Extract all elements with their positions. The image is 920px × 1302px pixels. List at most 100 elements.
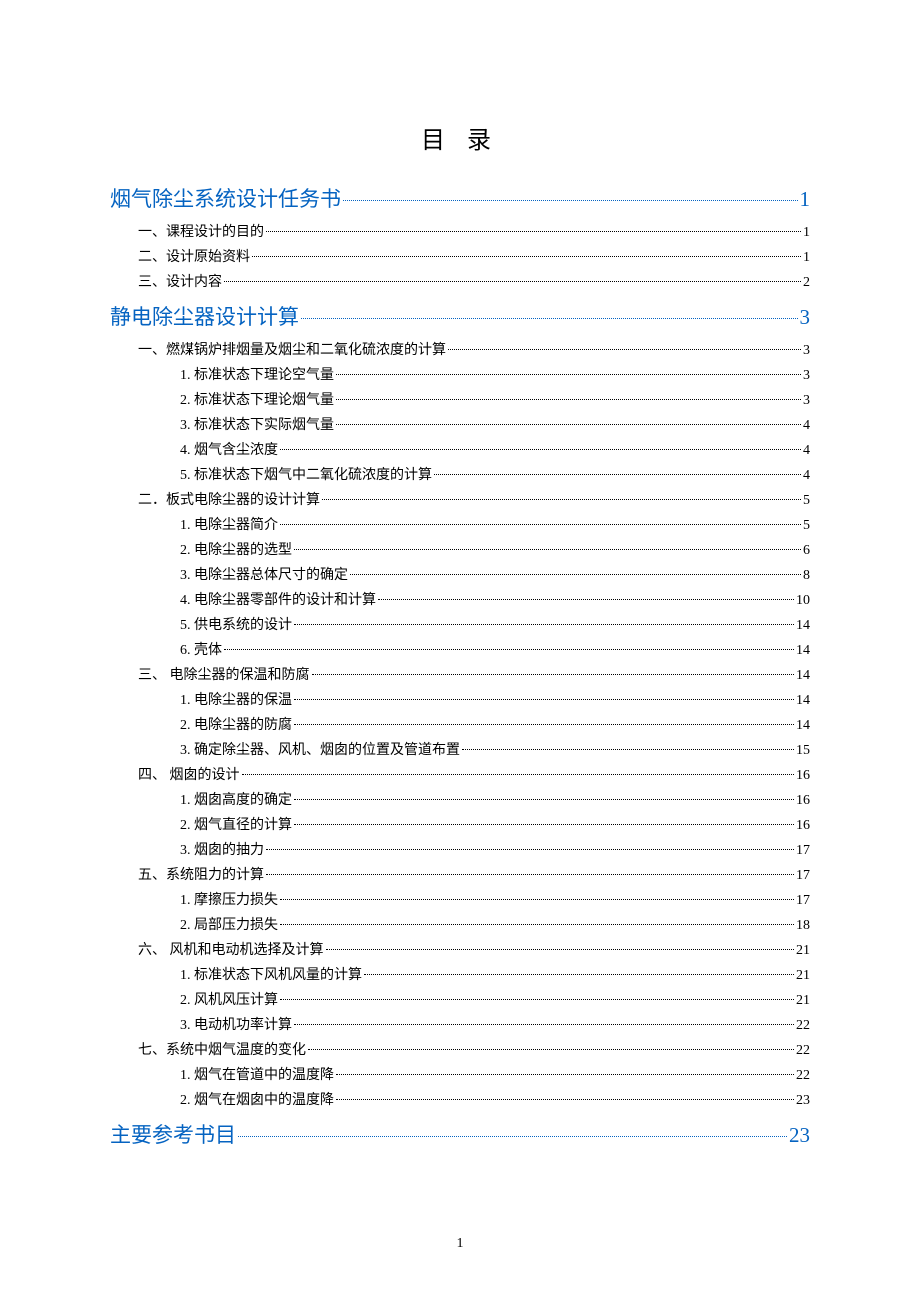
- toc-entry-page: 1: [803, 250, 810, 266]
- toc-entry-level-3[interactable]: 2. 电除尘器的防腐14: [110, 714, 810, 734]
- toc-entry-label: 3. 电除尘器总体尺寸的确定: [180, 564, 348, 584]
- toc-entry-level-3[interactable]: 2. 电除尘器的选型 6: [110, 539, 810, 559]
- toc-entry-leader: [336, 374, 801, 375]
- toc-entry-label: 3. 确定除尘器、风机、烟囱的位置及管道布置: [180, 739, 460, 759]
- toc-entry-level-3[interactable]: 1. 摩擦压力损失17: [110, 889, 810, 909]
- toc-entry-page: 17: [796, 868, 810, 884]
- toc-entry-level-1[interactable]: 静电除尘器设计计算3: [110, 301, 810, 331]
- toc-entry-leader: [266, 849, 794, 850]
- toc-entry-page: 14: [796, 643, 810, 659]
- toc-entry-level-3[interactable]: 3. 标准状态下实际烟气量4: [110, 414, 810, 434]
- toc-entry-leader: [301, 318, 798, 319]
- toc-entry-level-3[interactable]: 6. 壳体 14: [110, 639, 810, 659]
- toc-entry-label: 6. 壳体: [180, 639, 222, 659]
- page-number: 1: [457, 1236, 464, 1252]
- toc-entry-page: 14: [796, 618, 810, 634]
- toc-entry-page: 23: [789, 1123, 810, 1148]
- toc-entry-label: 2. 电除尘器的选型: [180, 539, 292, 559]
- toc-entry-label: 三、设计内容: [138, 271, 222, 291]
- toc-entry-leader: [242, 774, 795, 775]
- toc-entry-page: 3: [803, 368, 810, 384]
- toc-entry-level-3[interactable]: 5. 标准状态下烟气中二氧化硫浓度的计算4: [110, 464, 810, 484]
- toc-entry-level-3[interactable]: 3. 烟囱的抽力17: [110, 839, 810, 859]
- toc-entry-leader: [280, 524, 801, 525]
- toc-entry-level-3[interactable]: 4. 电除尘器零部件的设计和计算10: [110, 589, 810, 609]
- toc-entry-level-3[interactable]: 3. 电动机功率计算22: [110, 1014, 810, 1034]
- toc-entry-level-3[interactable]: 1. 电除尘器的保温14: [110, 689, 810, 709]
- toc-entry-page: 5: [803, 518, 810, 534]
- toc-entry-leader: [294, 724, 794, 725]
- toc-entry-label: 五、系统阻力的计算: [138, 864, 264, 884]
- toc-entry-label: 三、 电除尘器的保温和防腐: [138, 664, 310, 684]
- toc-entry-level-3[interactable]: 2. 烟气在烟囱中的温度降23: [110, 1089, 810, 1109]
- toc-entry-leader: [308, 1049, 794, 1050]
- toc-title: 目 录: [110, 120, 810, 155]
- toc-entry-page: 5: [803, 493, 810, 509]
- toc-container: 烟气除尘系统设计任务书1 一、课程设计的目的1 二、设计原始资料 1 三、设计内容2 静电…: [110, 183, 810, 1149]
- toc-entry-label: 1. 烟气在管道中的温度降: [180, 1064, 334, 1084]
- toc-entry-level-2[interactable]: 五、系统阻力的计算 17: [110, 864, 810, 884]
- toc-entry-level-1[interactable]: 烟气除尘系统设计任务书1: [110, 183, 810, 213]
- toc-entry-level-3[interactable]: 2. 局部压力损失18: [110, 914, 810, 934]
- toc-entry-leader: [364, 974, 794, 975]
- toc-entry-page: 14: [796, 668, 810, 684]
- toc-entry-level-3[interactable]: 2. 标准状态下理论烟气量3: [110, 389, 810, 409]
- toc-entry-level-3[interactable]: 1. 烟气在管道中的温度降 22: [110, 1064, 810, 1084]
- toc-entry-page: 1: [803, 225, 810, 241]
- toc-entry-level-2[interactable]: 三、 电除尘器的保温和防腐 14: [110, 664, 810, 684]
- toc-entry-label: 5. 标准状态下烟气中二氧化硫浓度的计算: [180, 464, 432, 484]
- toc-entry-leader: [336, 1099, 794, 1100]
- toc-entry-leader: [434, 474, 801, 475]
- toc-entry-page: 14: [796, 718, 810, 734]
- toc-entry-leader: [336, 399, 801, 400]
- toc-entry-leader: [294, 549, 801, 550]
- toc-entry-level-3[interactable]: 1. 烟囱高度的确定16: [110, 789, 810, 809]
- toc-entry-level-1[interactable]: 主要参考书目 23: [110, 1119, 810, 1149]
- toc-entry-level-2[interactable]: 六、 风机和电动机选择及计算21: [110, 939, 810, 959]
- toc-entry-leader: [448, 349, 801, 350]
- toc-entry-level-2[interactable]: 三、设计内容2: [110, 271, 810, 291]
- toc-entry-label: 1. 烟囱高度的确定: [180, 789, 292, 809]
- toc-entry-label: 主要参考书目: [110, 1119, 236, 1149]
- toc-entry-level-3[interactable]: 1. 电除尘器简介 5: [110, 514, 810, 534]
- toc-entry-leader: [238, 1136, 787, 1137]
- toc-entry-level-3[interactable]: 1. 标准状态下风机风量的计算21: [110, 964, 810, 984]
- toc-entry-page: 3: [803, 393, 810, 409]
- toc-entry-page: 22: [796, 1043, 810, 1059]
- toc-entry-leader: [224, 281, 801, 282]
- toc-entry-label: 一、燃煤锅炉排烟量及烟尘和二氧化硫浓度的计算: [138, 339, 446, 359]
- toc-entry-page: 18: [796, 918, 810, 934]
- toc-entry-page: 21: [796, 943, 810, 959]
- toc-entry-label: 1. 电除尘器的保温: [180, 689, 292, 709]
- toc-entry-leader: [280, 999, 794, 1000]
- toc-entry-label: 1. 标准状态下理论空气量: [180, 364, 334, 384]
- toc-entry-leader: [252, 256, 801, 257]
- toc-entry-level-3[interactable]: 1. 标准状态下理论空气量 3: [110, 364, 810, 384]
- toc-entry-leader: [266, 231, 801, 232]
- toc-entry-level-2[interactable]: 二．板式电除尘器的设计计算5: [110, 489, 810, 509]
- toc-entry-page: 1: [800, 187, 811, 212]
- toc-entry-level-2[interactable]: 七、系统中烟气温度的变化22: [110, 1039, 810, 1059]
- toc-entry-label: 4. 烟气含尘浓度: [180, 439, 278, 459]
- toc-entry-page: 17: [796, 843, 810, 859]
- toc-entry-label: 二、设计原始资料: [138, 246, 250, 266]
- toc-entry-level-2[interactable]: 四、 烟囱的设计16: [110, 764, 810, 784]
- toc-entry-level-3[interactable]: 2. 风机风压计算21: [110, 989, 810, 1009]
- toc-entry-level-3[interactable]: 5. 供电系统的设计14: [110, 614, 810, 634]
- toc-entry-page: 15: [796, 743, 810, 759]
- toc-entry-leader: [462, 749, 794, 750]
- toc-entry-leader: [336, 424, 801, 425]
- toc-entry-level-3[interactable]: 3. 确定除尘器、风机、烟囱的位置及管道布置 15: [110, 739, 810, 759]
- toc-entry-level-2[interactable]: 二、设计原始资料 1: [110, 246, 810, 266]
- toc-entry-level-3[interactable]: 4. 烟气含尘浓度4: [110, 439, 810, 459]
- toc-entry-page: 22: [796, 1068, 810, 1084]
- toc-entry-label: 1. 电除尘器简介: [180, 514, 278, 534]
- toc-entry-level-2[interactable]: 一、课程设计的目的1: [110, 221, 810, 241]
- toc-entry-level-3[interactable]: 2. 烟气直径的计算16: [110, 814, 810, 834]
- toc-entry-page: 6: [803, 543, 810, 559]
- toc-entry-level-2[interactable]: 一、燃煤锅炉排烟量及烟尘和二氧化硫浓度的计算3: [110, 339, 810, 359]
- toc-entry-page: 16: [796, 768, 810, 784]
- toc-entry-level-3[interactable]: 3. 电除尘器总体尺寸的确定8: [110, 564, 810, 584]
- toc-entry-label: 1. 标准状态下风机风量的计算: [180, 964, 362, 984]
- toc-entry-label: 静电除尘器设计计算: [110, 301, 299, 331]
